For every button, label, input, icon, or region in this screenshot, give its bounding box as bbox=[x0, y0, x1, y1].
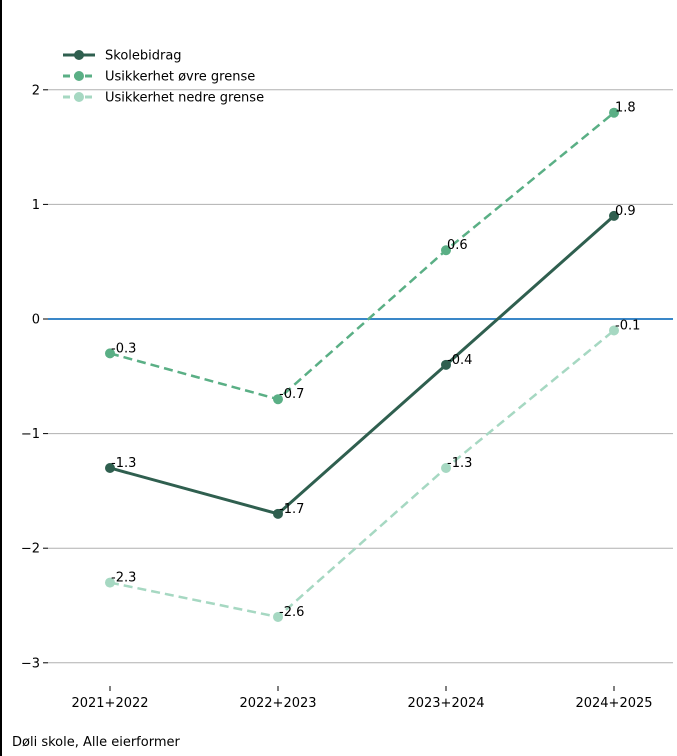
data-point bbox=[441, 359, 451, 370]
data-point bbox=[609, 210, 619, 221]
x-tick-label: 2022+2023 bbox=[239, 696, 316, 711]
label-layer: -1.3 -1.7 -0.4 0.9 -0.3 -0.7 0.6 1.8 -2.3 -2.6 -1.… bbox=[111, 101, 640, 620]
data-label: -1.3 bbox=[111, 456, 136, 471]
legend-label: Usikkerhet øvre grense bbox=[105, 70, 255, 85]
series-layer bbox=[105, 107, 619, 622]
axis-layer: −3 −2 −1 0 1 2 2021+2022 2022+2023 2023+2024 2024… bbox=[21, 83, 653, 711]
legend-marker bbox=[74, 71, 84, 81]
data-label: -0.1 bbox=[615, 318, 640, 333]
data-point bbox=[441, 245, 451, 256]
data-point bbox=[105, 577, 115, 588]
data-point bbox=[273, 611, 283, 622]
grid-layer bbox=[48, 89, 673, 664]
x-tick-label: 2021+2022 bbox=[71, 696, 148, 711]
legend: Skolebidrag Usikkerhet øvre grense Usikker… bbox=[63, 49, 264, 106]
data-label: -0.4 bbox=[447, 353, 472, 368]
data-point bbox=[441, 462, 451, 473]
series-line bbox=[109, 111, 615, 401]
data-point bbox=[105, 462, 115, 473]
data-label: -1.7 bbox=[279, 502, 304, 517]
data-label: -2.3 bbox=[111, 571, 136, 586]
series-line bbox=[109, 329, 615, 619]
legend-marker bbox=[74, 50, 84, 60]
data-label: 0.9 bbox=[615, 204, 636, 219]
y-tick-label: 2 bbox=[32, 83, 40, 98]
data-label: 1.8 bbox=[615, 101, 636, 116]
y-tick-label: 0 bbox=[32, 313, 40, 328]
data-label: -0.7 bbox=[279, 387, 304, 402]
data-label: -0.3 bbox=[111, 341, 136, 356]
y-tick-label: −2 bbox=[21, 542, 40, 557]
y-tick-label: −3 bbox=[21, 656, 40, 671]
x-tick-label: 2023+2024 bbox=[407, 696, 484, 711]
data-label: -1.3 bbox=[447, 456, 472, 471]
x-tick-label: 2024+2025 bbox=[575, 696, 652, 711]
legend-label: Usikkerhet nedre grense bbox=[105, 91, 264, 106]
data-point bbox=[273, 508, 283, 519]
legend-marker bbox=[74, 92, 84, 102]
data-point bbox=[273, 394, 283, 405]
data-point bbox=[105, 348, 115, 359]
data-point bbox=[609, 107, 619, 118]
y-tick-label: −1 bbox=[21, 427, 40, 442]
y-tick-label: 1 bbox=[32, 198, 40, 213]
data-point bbox=[609, 325, 619, 336]
series-line bbox=[109, 214, 615, 516]
data-label: 0.6 bbox=[447, 238, 468, 253]
data-label: -2.6 bbox=[279, 605, 304, 620]
legend-label: Skolebidrag bbox=[105, 49, 182, 64]
footnote: Døli skole, Alle eierformer bbox=[12, 735, 180, 750]
